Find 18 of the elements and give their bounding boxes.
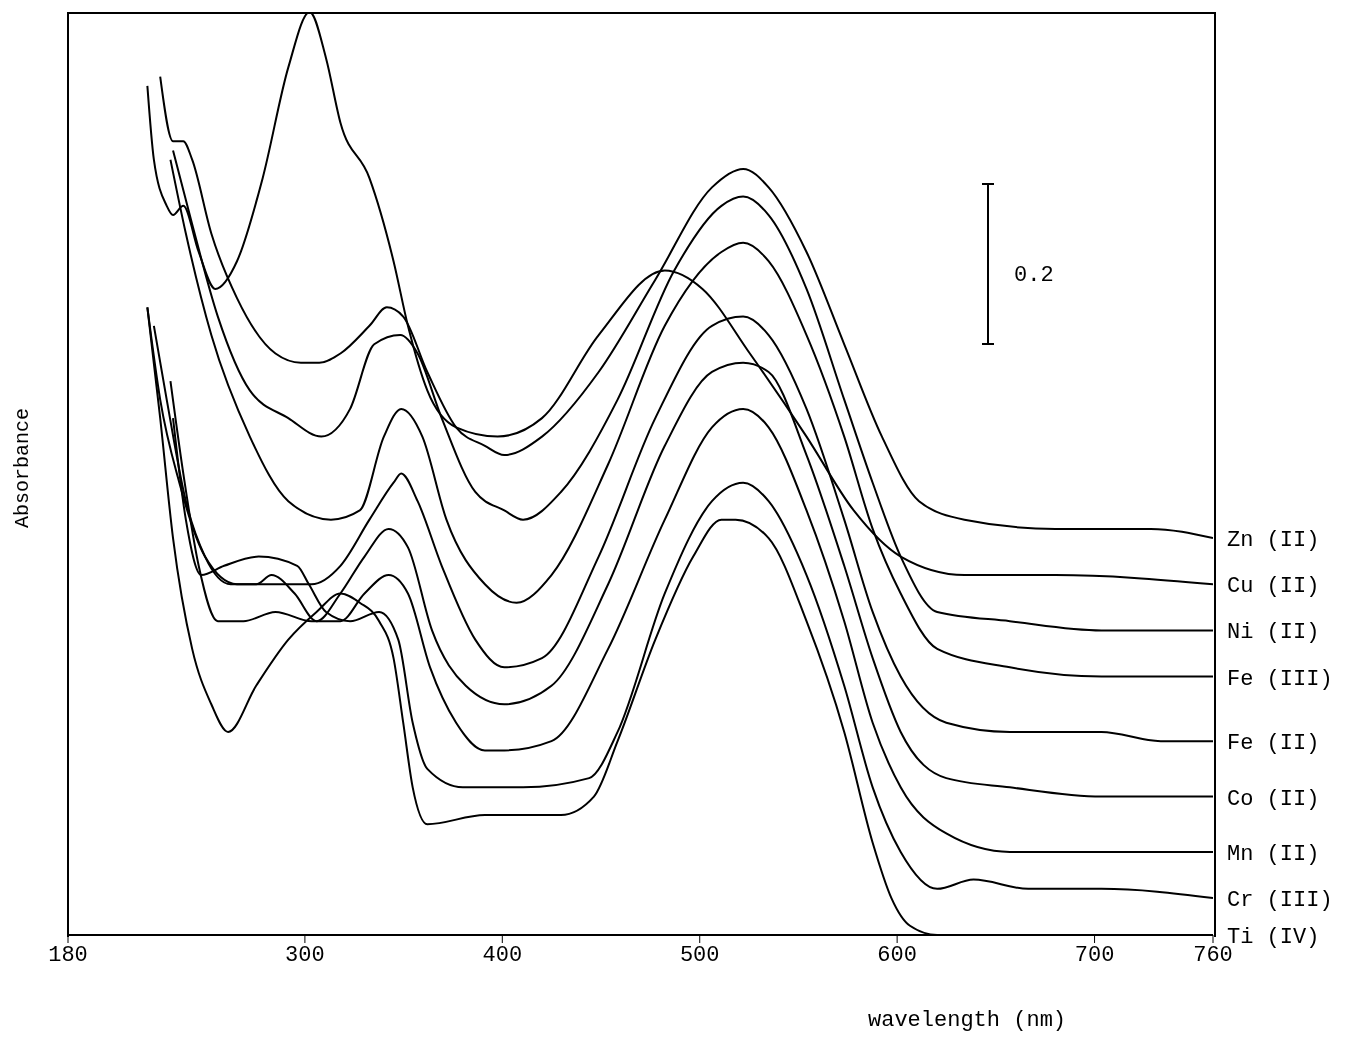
x-tick-label: 300 (285, 942, 325, 968)
x-tick-label: 500 (679, 942, 720, 968)
x-tick-label: 180 (48, 942, 88, 968)
series-label: Fe (II) (1227, 731, 1320, 757)
annotation: 0.2 (1014, 263, 1054, 288)
series-label: Cu (II) (1227, 574, 1320, 600)
series-label: Ni (II) (1227, 620, 1320, 646)
series-label: Fe (III) (1227, 666, 1333, 692)
series-label: Cr (III) (1227, 888, 1333, 914)
x-tick-label: 400 (482, 942, 523, 968)
x-tick-label: 700 (1074, 942, 1115, 968)
x-tick-label: 600 (877, 942, 917, 968)
x-tick-label: 760 (1193, 942, 1233, 968)
y-axis-title: Absorbance (10, 407, 34, 529)
series-label: Co (II) (1227, 786, 1320, 812)
series-label: Zn (II) (1227, 528, 1320, 554)
series-label: Mn (II) (1227, 841, 1320, 867)
x-axis-title: wavelength (nm) (868, 1008, 1067, 1033)
